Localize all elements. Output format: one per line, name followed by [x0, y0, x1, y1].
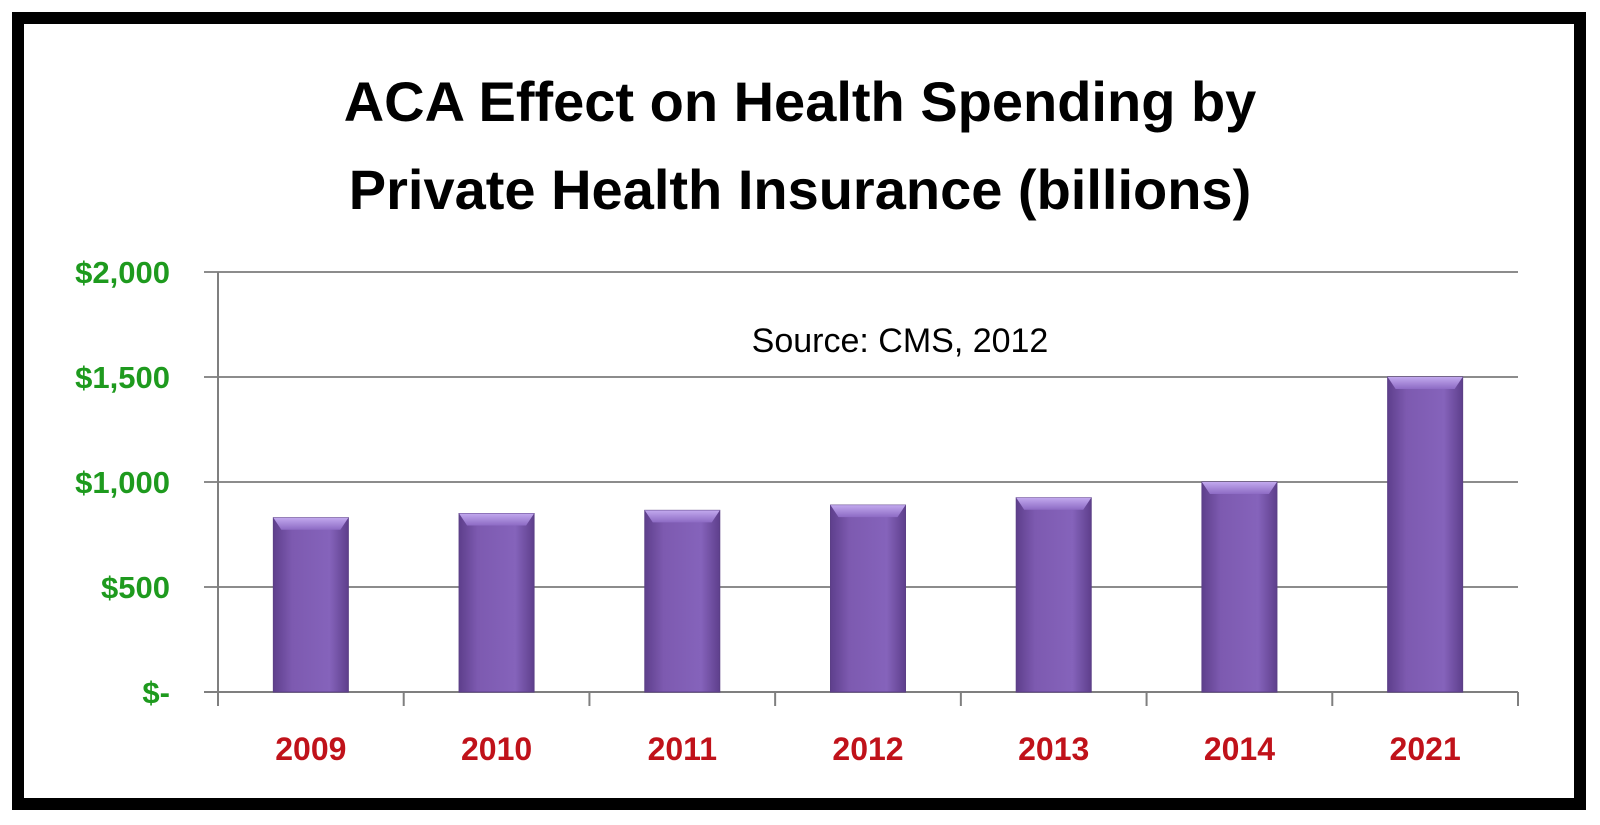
bar-body-2013	[1015, 497, 1092, 693]
x-tick-label-2012: 2012	[832, 731, 903, 767]
bar-2011	[644, 509, 721, 693]
source-annotation: Source: CMS, 2012	[752, 322, 1049, 360]
y-tick-label-0: $-	[142, 675, 170, 710]
bar-top-2010	[459, 513, 535, 526]
y-tick-labels: $- $500 $1,000 $1,500 $2,000	[75, 255, 170, 710]
bar-top-2009	[273, 517, 349, 530]
bar-body-2014	[1201, 481, 1278, 693]
x-tick-label-2010: 2010	[461, 731, 532, 767]
bar-2021	[1387, 376, 1464, 693]
bar-2013	[1015, 497, 1092, 693]
chart-title-line-1: ACA Effect on Health Spending by	[343, 70, 1257, 133]
y-tick-label-4: $2,000	[75, 255, 170, 290]
bar-top-2011	[644, 510, 720, 523]
bar-top-2021	[1387, 377, 1463, 389]
bar-2014	[1201, 481, 1278, 693]
bar-2009	[272, 517, 349, 693]
bar-body-2010	[458, 513, 535, 693]
x-tick-label-2009: 2009	[275, 731, 346, 767]
x-tick-label-2014: 2014	[1204, 731, 1275, 767]
bar-2010	[458, 513, 535, 693]
y-tick-label-1: $500	[101, 570, 170, 605]
x-tick-label-2013: 2013	[1018, 731, 1089, 767]
bar-2012	[830, 504, 906, 693]
x-tick-label-2011: 2011	[648, 731, 717, 767]
bar-top-2012	[830, 505, 906, 518]
bars	[272, 376, 1464, 693]
x-tick-labels: 2009 2010 2011 2012 2013 2014 2021	[275, 731, 1460, 767]
bar-top-2014	[1201, 482, 1277, 494]
bar-body-2009	[272, 517, 349, 693]
y-tick-label-2: $1,000	[75, 465, 170, 500]
chart-title: ACA Effect on Health Spending by Private…	[0, 58, 1600, 234]
bar-top-2013	[1016, 497, 1092, 510]
x-tick-label-2021: 2021	[1390, 731, 1461, 767]
bar-body-2011	[644, 509, 721, 693]
y-tick-label-3: $1,500	[75, 360, 170, 395]
chart-title-line-2: Private Health Insurance (billions)	[348, 158, 1252, 221]
bar-body-2012	[830, 504, 906, 693]
bar-body-2021	[1387, 376, 1464, 693]
